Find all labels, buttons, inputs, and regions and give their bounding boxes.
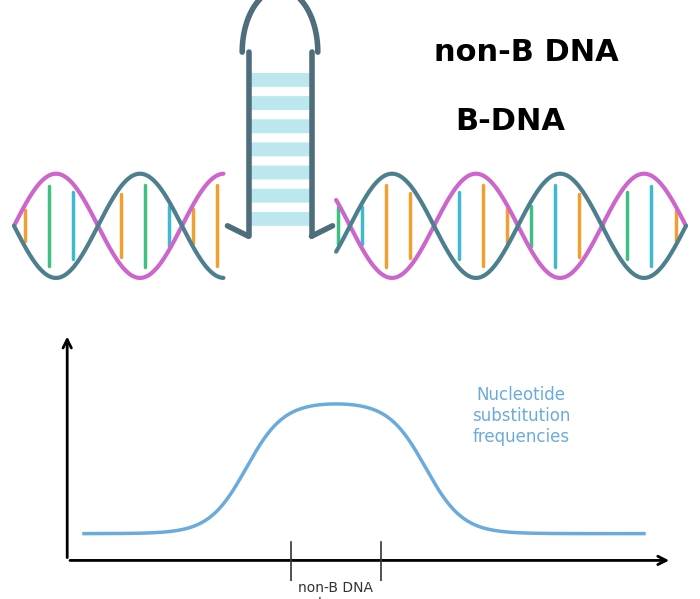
Text: Nucleotide
substitution
frequencies: Nucleotide substitution frequencies	[472, 386, 570, 446]
FancyBboxPatch shape	[247, 143, 313, 156]
FancyBboxPatch shape	[247, 189, 313, 202]
FancyBboxPatch shape	[247, 212, 313, 226]
FancyBboxPatch shape	[247, 165, 313, 180]
FancyBboxPatch shape	[247, 73, 313, 87]
Text: non-B DNA
locus: non-B DNA locus	[298, 581, 374, 599]
FancyBboxPatch shape	[247, 96, 313, 110]
FancyBboxPatch shape	[247, 119, 313, 133]
Text: non-B DNA: non-B DNA	[434, 38, 619, 66]
Text: B-DNA: B-DNA	[455, 107, 565, 136]
